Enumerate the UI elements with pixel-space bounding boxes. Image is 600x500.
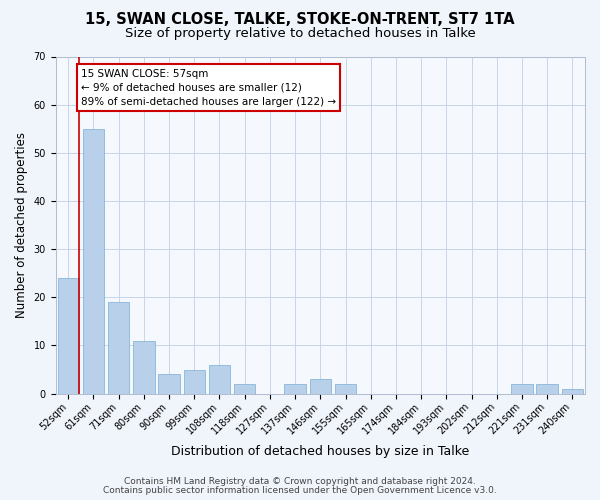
Bar <box>133 340 155 394</box>
Bar <box>335 384 356 394</box>
Bar <box>108 302 130 394</box>
Bar <box>536 384 558 394</box>
Bar <box>58 278 79 394</box>
Text: Contains HM Land Registry data © Crown copyright and database right 2024.: Contains HM Land Registry data © Crown c… <box>124 477 476 486</box>
Text: 15 SWAN CLOSE: 57sqm
← 9% of detached houses are smaller (12)
89% of semi-detach: 15 SWAN CLOSE: 57sqm ← 9% of detached ho… <box>81 68 336 106</box>
Text: Size of property relative to detached houses in Talke: Size of property relative to detached ho… <box>125 28 475 40</box>
Bar <box>158 374 180 394</box>
Bar <box>511 384 533 394</box>
Bar <box>234 384 256 394</box>
Bar <box>209 364 230 394</box>
Text: Contains public sector information licensed under the Open Government Licence v3: Contains public sector information licen… <box>103 486 497 495</box>
Bar <box>562 389 583 394</box>
Bar <box>284 384 306 394</box>
Bar <box>184 370 205 394</box>
Bar <box>310 379 331 394</box>
Y-axis label: Number of detached properties: Number of detached properties <box>15 132 28 318</box>
X-axis label: Distribution of detached houses by size in Talke: Distribution of detached houses by size … <box>171 444 469 458</box>
Text: 15, SWAN CLOSE, TALKE, STOKE-ON-TRENT, ST7 1TA: 15, SWAN CLOSE, TALKE, STOKE-ON-TRENT, S… <box>85 12 515 28</box>
Bar <box>83 128 104 394</box>
